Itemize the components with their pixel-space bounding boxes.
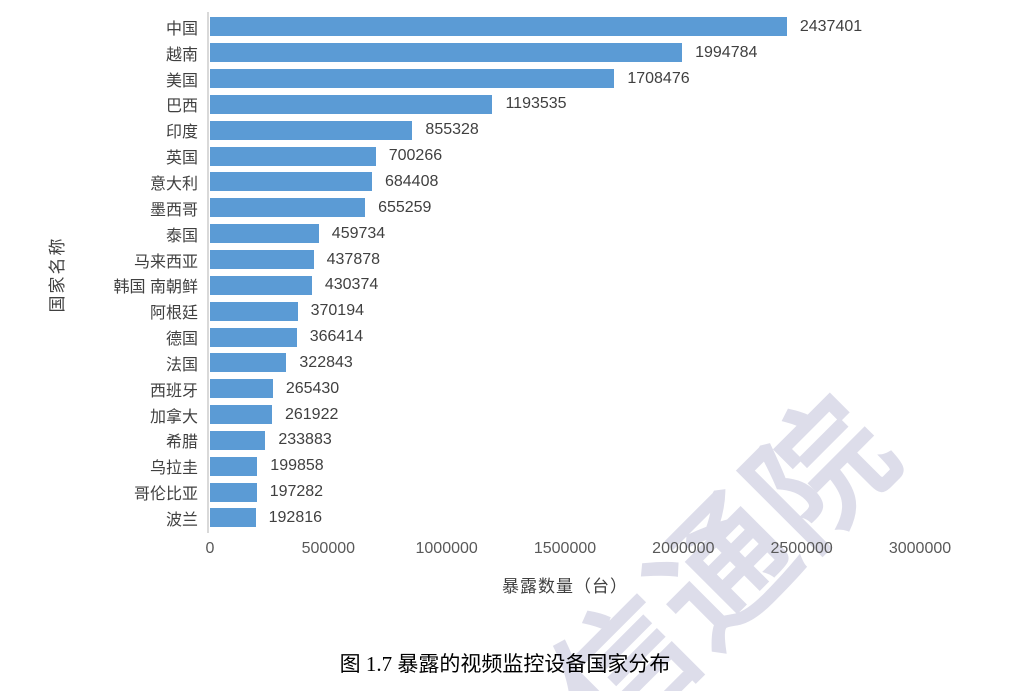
value-label: 233883 xyxy=(278,431,332,449)
category-label: 巴西 xyxy=(165,98,198,116)
bar xyxy=(210,353,287,373)
bar-row: 192816 xyxy=(210,505,920,531)
bar-row: 265430 xyxy=(210,376,920,402)
x-tick: 3000000 xyxy=(888,540,952,557)
bar xyxy=(210,508,256,528)
category-label: 阿根廷 xyxy=(149,305,198,323)
category-label: 乌拉圭 xyxy=(149,460,198,478)
bar xyxy=(210,327,297,347)
bar-rows: 2437401 1994784 1708476 1193535 855328 700266… xyxy=(210,14,920,531)
x-axis-title: 暴露数量（台） xyxy=(502,577,628,596)
category-labels: 中国越南美国巴西印度英国意大利墨西哥泰国马来西亚韩国 南朝鲜阿根廷德国法国西班牙… xyxy=(0,14,198,531)
bar xyxy=(210,69,615,89)
value-label: 192816 xyxy=(268,508,323,526)
bar-row: 700266 xyxy=(210,143,920,169)
value-label: 2437401 xyxy=(799,17,863,35)
category-label: 印度 xyxy=(165,124,198,142)
bar xyxy=(210,482,257,502)
bar xyxy=(210,146,376,166)
bar-chart: 国家名称 中国 越南 美国 巴西 印度 英国 意大利 墨西哥 泰国 马来西亚 韩国 南朝鲜 阿根廷 德国… xyxy=(0,12,952,596)
bar-row: 1708476 xyxy=(210,66,920,92)
bar-row: 459734 xyxy=(210,221,920,247)
bar xyxy=(210,430,266,450)
value-label: 430374 xyxy=(324,276,379,294)
bar xyxy=(210,275,312,295)
x-tick: 2000000 xyxy=(652,540,715,557)
value-label: 700266 xyxy=(388,147,443,165)
x-tick: 1000000 xyxy=(415,540,478,557)
bar-row: 430374 xyxy=(210,272,920,298)
category-label: 意大利 xyxy=(149,175,198,193)
category-label: 波兰 xyxy=(165,511,198,529)
bar-row: 2437401 xyxy=(210,14,920,40)
bar xyxy=(210,456,258,476)
category-label: 英国 xyxy=(165,150,198,168)
value-label: 197282 xyxy=(269,483,324,501)
bar-row: 655259 xyxy=(210,195,920,221)
bar xyxy=(210,94,493,114)
bar-row: 261922 xyxy=(210,402,920,428)
category-label: 美国 xyxy=(165,72,198,90)
category-label: 中国 xyxy=(165,20,198,38)
category-label: 墨西哥 xyxy=(149,201,198,219)
bar xyxy=(210,172,372,192)
x-tick: 0 xyxy=(205,540,215,557)
category-label: 西班牙 xyxy=(149,382,198,400)
bar-row: 233883 xyxy=(210,428,920,454)
category-label: 韩国 南朝鲜 xyxy=(113,279,198,297)
value-label: 1994784 xyxy=(695,43,758,61)
category-label: 马来西亚 xyxy=(133,253,198,271)
x-tick: 2500000 xyxy=(770,540,833,557)
value-label: 322843 xyxy=(299,353,353,371)
value-label: 370194 xyxy=(310,302,364,320)
category-label: 泰国 xyxy=(165,227,198,245)
category-label: 哥伦比亚 xyxy=(133,486,198,504)
bar-row: 1193535 xyxy=(210,92,920,118)
bar-row: 366414 xyxy=(210,324,920,350)
bar-row: 684408 xyxy=(210,169,920,195)
value-label: 855328 xyxy=(425,121,479,139)
bar-row: 197282 xyxy=(210,479,920,505)
value-label: 684408 xyxy=(384,172,439,190)
value-label: 265430 xyxy=(285,379,340,397)
value-label: 1708476 xyxy=(627,69,690,87)
x-tick: 1500000 xyxy=(533,540,597,557)
value-label: 1193535 xyxy=(505,95,567,113)
value-label: 655259 xyxy=(378,198,432,216)
bar xyxy=(210,17,787,37)
bar-row: 437878 xyxy=(210,247,920,273)
category-label: 法国 xyxy=(165,356,198,374)
value-label: 459734 xyxy=(331,224,386,242)
x-tick: 500000 xyxy=(301,540,356,557)
bar xyxy=(210,250,314,270)
bar xyxy=(210,379,273,399)
bar xyxy=(210,224,319,244)
category-label: 希腊 xyxy=(165,434,198,452)
y-axis-line xyxy=(207,12,209,533)
figure-caption: 图 1.7 暴露的视频监控设备国家分布 xyxy=(339,652,671,676)
bar-row: 199858 xyxy=(210,453,920,479)
bar-row: 1994784 xyxy=(210,40,920,66)
x-axis-ticks: 0 500000 1000000 1500000 2000000 2500000 30000… xyxy=(206,540,952,560)
bar xyxy=(210,301,298,321)
category-label: 加拿大 xyxy=(149,408,198,426)
value-label: 366414 xyxy=(309,328,364,346)
value-label: 437878 xyxy=(326,250,381,268)
bar xyxy=(210,198,366,218)
category-label: 德国 xyxy=(165,331,198,349)
value-label: 199858 xyxy=(270,457,324,475)
bar xyxy=(210,120,413,140)
bar-row: 370194 xyxy=(210,298,920,324)
bar-row: 322843 xyxy=(210,350,920,376)
value-label: 261922 xyxy=(284,405,339,423)
bar xyxy=(210,405,272,425)
bar xyxy=(210,43,683,63)
bar-row: 855328 xyxy=(210,117,920,143)
category-label: 越南 xyxy=(165,46,198,64)
